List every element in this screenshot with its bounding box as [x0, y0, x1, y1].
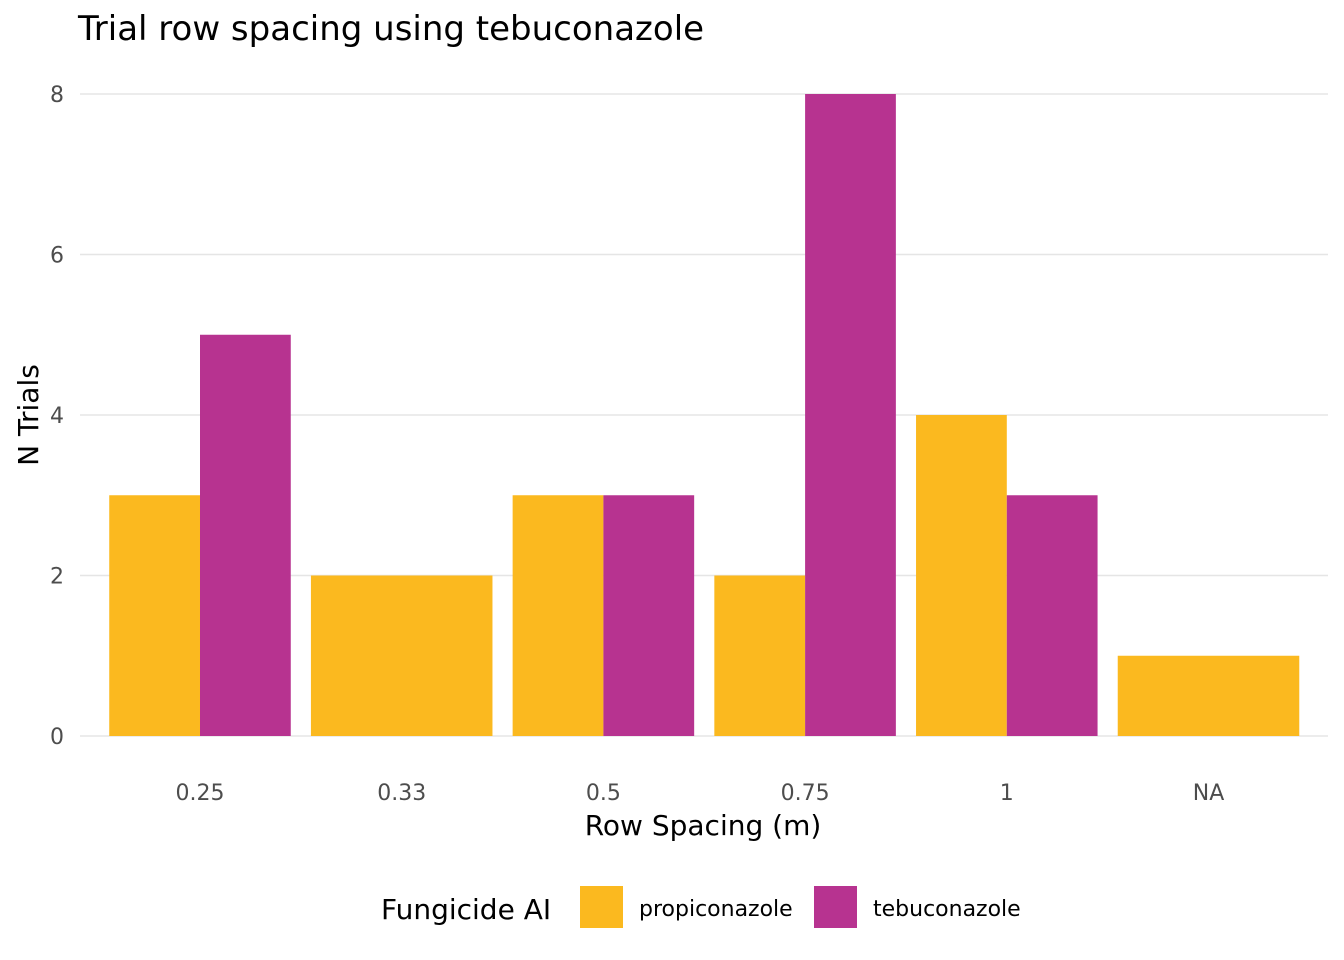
legend-label-tebuconazole: tebuconazole	[873, 897, 1021, 922]
legend: Fungicide AI propiconazole tebuconazole	[381, 886, 1021, 928]
x-tick-label: 0.75	[781, 781, 830, 806]
legend-title: Fungicide AI	[381, 893, 551, 926]
x-tick-label: 1	[1000, 781, 1014, 806]
x-tick-label: 0.25	[176, 781, 225, 806]
bar-tebuconazole-0.5	[603, 495, 695, 736]
bar-tebuconazole-0.75	[805, 94, 896, 736]
x-tick-label: 0.33	[377, 781, 426, 806]
legend-label-propiconazole: propiconazole	[639, 897, 793, 922]
x-tick-label: 0.5	[586, 781, 621, 806]
y-tick-label: 2	[50, 565, 64, 590]
bar-propiconazole-0.5	[512, 495, 604, 736]
y-tick-label: 0	[50, 725, 64, 750]
bars	[109, 94, 1300, 736]
legend-key-tebuconazole	[814, 886, 857, 928]
y-tick-label: 8	[50, 83, 64, 108]
bar-propiconazole-1	[916, 415, 1007, 736]
x-tick-label: NA	[1193, 781, 1225, 806]
chart-title: Trial row spacing using tebuconazole	[77, 9, 704, 49]
legend-key-propiconazole	[580, 886, 623, 928]
y-axis-title: N Trials	[12, 364, 45, 466]
bar-propiconazole-0.25	[109, 495, 200, 736]
bar-tebuconazole-0.25	[200, 334, 291, 736]
bar-propiconazole-NA	[1117, 655, 1300, 736]
bar-propiconazole-0.75	[714, 575, 806, 736]
y-axis-ticks: 0 2 4 6 8	[50, 83, 64, 750]
x-axis-title: Row Spacing (m)	[585, 809, 822, 842]
bar-propiconazole-0.33	[310, 575, 493, 736]
y-tick-label: 6	[50, 244, 64, 269]
y-tick-label: 4	[50, 404, 64, 429]
x-axis-ticks: 0.25 0.33 0.5 0.75 1 NA	[176, 781, 1225, 806]
bar-tebuconazole-1	[1006, 495, 1098, 736]
